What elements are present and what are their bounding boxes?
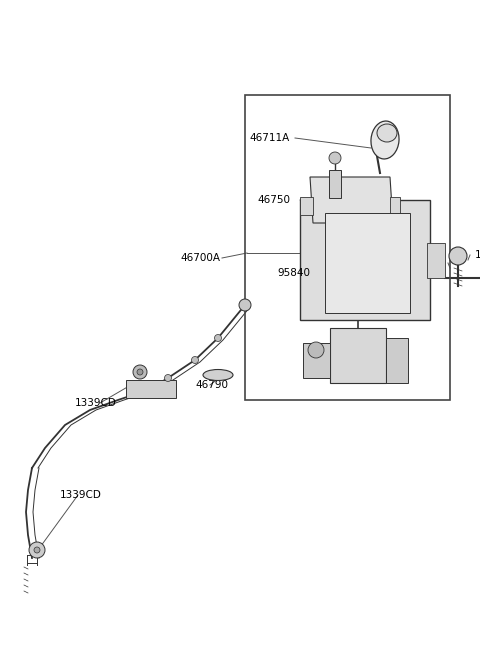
Text: 1339CD: 1339CD (75, 398, 117, 408)
Text: 95840: 95840 (277, 268, 310, 278)
Text: 46790: 46790 (195, 380, 228, 390)
Circle shape (215, 335, 221, 342)
Bar (330, 328, 386, 383)
Polygon shape (310, 177, 393, 223)
Bar (329, 170, 341, 198)
Ellipse shape (371, 121, 399, 159)
Circle shape (449, 247, 467, 265)
Circle shape (239, 299, 251, 311)
Bar (245, 95, 450, 400)
Bar (303, 343, 330, 378)
Bar (386, 338, 408, 383)
Text: 46711A: 46711A (250, 133, 290, 143)
Circle shape (137, 369, 143, 375)
Text: 46750: 46750 (257, 195, 290, 205)
Bar (390, 197, 400, 215)
Ellipse shape (377, 124, 397, 142)
Circle shape (29, 542, 45, 558)
Text: 46700A: 46700A (180, 253, 220, 263)
Circle shape (34, 547, 40, 553)
Bar (325, 213, 410, 313)
Circle shape (308, 342, 324, 358)
Circle shape (133, 365, 147, 379)
Circle shape (329, 152, 341, 164)
Ellipse shape (203, 369, 233, 380)
Text: 1339CD: 1339CD (60, 490, 102, 500)
Circle shape (165, 375, 171, 382)
Text: 1129EM: 1129EM (475, 250, 480, 260)
Bar (300, 200, 430, 320)
Bar (427, 243, 445, 278)
Bar (126, 380, 176, 398)
Bar (300, 197, 313, 215)
Circle shape (192, 356, 199, 363)
